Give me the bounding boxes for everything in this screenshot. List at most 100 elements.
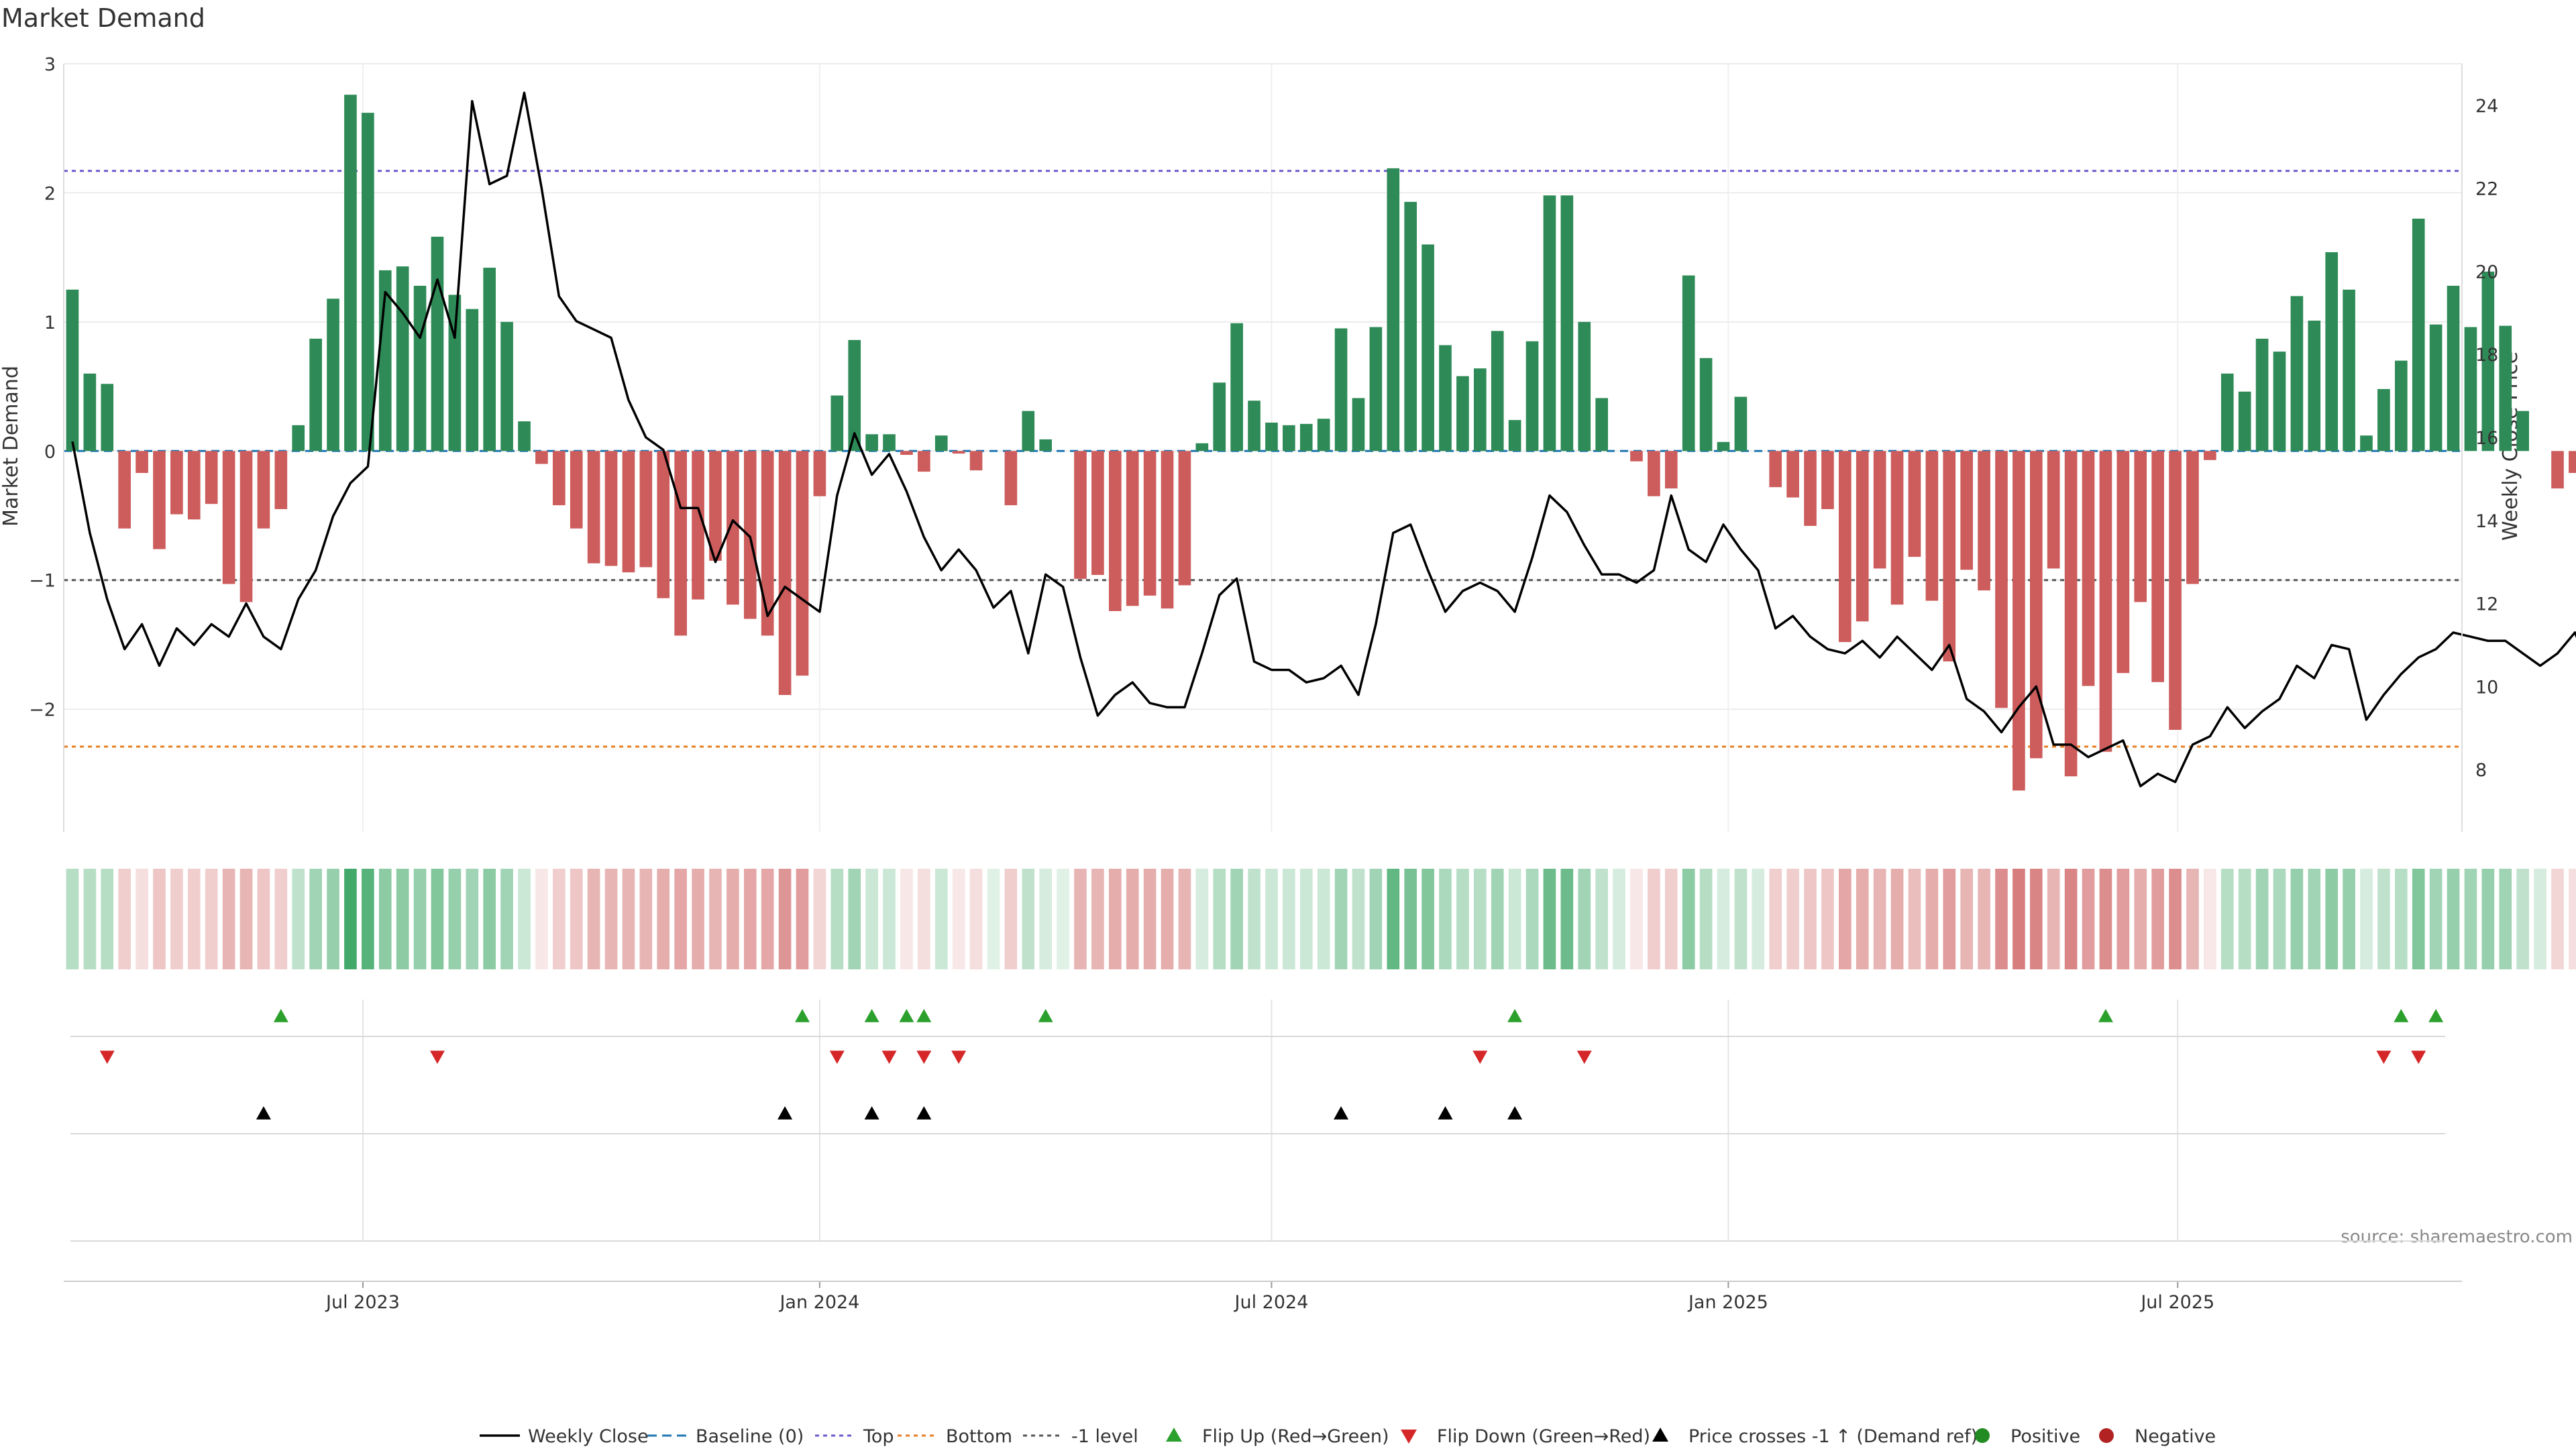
negative-demand-bar <box>2029 451 2043 759</box>
positive-demand-bar <box>1022 411 1035 451</box>
positive-demand-bar <box>1387 168 1400 451</box>
negative-demand-bar <box>2569 451 2576 474</box>
demand-strip-cell <box>2220 869 2234 969</box>
demand-strip-cell <box>1578 869 1591 969</box>
demand-strip-cell <box>622 869 635 969</box>
demand-strip-cell <box>657 869 670 969</box>
flip-down-marker <box>916 1051 932 1064</box>
y2-tick-label: 18 <box>2475 345 2498 366</box>
positive-demand-bar <box>2516 411 2529 451</box>
positive-demand-bar <box>1404 201 1417 451</box>
flip-down-marker <box>1472 1051 1488 1064</box>
demand-strip-cell <box>2255 869 2269 969</box>
demand-strip-cell <box>1925 869 1939 969</box>
positive-demand-bar <box>309 338 322 451</box>
demand-strip-cell <box>1108 869 1122 969</box>
demand-strip-cell <box>743 869 757 969</box>
demand-strip-cell <box>1543 869 1556 969</box>
positive-demand-bar <box>2447 285 2460 451</box>
demand-strip-cell <box>2395 869 2408 969</box>
negative-demand-bar <box>1074 451 1087 579</box>
demand-strip-cell <box>1995 869 2008 969</box>
demand-strip-cell <box>2047 869 2060 969</box>
y-tick-label: 3 <box>44 54 56 75</box>
legend-triangle-down-icon <box>1401 1430 1417 1444</box>
demand-strip-cell <box>222 869 235 969</box>
positive-demand-bar <box>1699 358 1713 451</box>
positive-demand-bar <box>1317 419 1330 451</box>
demand-strip-cell <box>2273 869 2286 969</box>
negative-demand-bar <box>2151 451 2164 682</box>
demand-strip-cell <box>1839 869 1851 969</box>
negative-demand-bar <box>239 451 253 602</box>
negative-demand-bar <box>535 451 548 464</box>
y2-tick-label: 16 <box>2475 428 2498 449</box>
demand-strip-cell <box>1265 869 1278 969</box>
positive-demand-bar <box>1456 376 1469 451</box>
demand-strip-cell <box>2481 869 2495 969</box>
demand-strip-cell <box>2134 869 2147 969</box>
demand-strip-cell <box>1769 869 1782 969</box>
y2-tick-label: 14 <box>2475 511 2498 532</box>
negative-demand-bar <box>552 451 566 506</box>
demand-strip-cell <box>136 869 148 969</box>
demand-strip-cell <box>170 869 183 969</box>
positive-demand-bar <box>344 95 357 451</box>
demand-strip-cell <box>1908 869 1921 969</box>
demand-strip-cell <box>187 869 201 969</box>
flip-up-marker <box>2098 1009 2113 1022</box>
demand-strip-cell <box>1004 869 1018 969</box>
negative-demand-bar <box>1839 451 1851 643</box>
demand-strip-cell <box>83 869 97 969</box>
demand-strip-cell <box>327 869 339 969</box>
legend-dot-icon <box>1975 1428 1990 1443</box>
demand-strip-cell <box>1752 869 1765 969</box>
demand-strip-cell <box>1213 869 1226 969</box>
flip-down-marker <box>429 1051 445 1064</box>
demand-strip-cell <box>1248 869 1260 969</box>
demand-strip-cell <box>396 869 409 969</box>
demand-strip-cell <box>1317 869 1330 969</box>
demand-strip-cell <box>692 869 704 969</box>
demand-strip-cell <box>1283 869 1295 969</box>
demand-strip-cell <box>830 869 844 969</box>
y-axis-label: Market Demand <box>0 366 23 527</box>
positive-demand-bar <box>66 289 79 451</box>
demand-strip-cell <box>535 869 548 969</box>
demand-strip-cell <box>1525 869 1539 969</box>
legend-label: Top <box>863 1426 894 1447</box>
positive-demand-bar <box>1299 423 1313 451</box>
positive-demand-bar <box>1560 195 1574 451</box>
price-cross-marker <box>916 1106 932 1120</box>
y-tick-label: 1 <box>44 313 56 333</box>
negative-demand-bar <box>587 451 600 564</box>
legend-label: Price crosses -1 ↑ (Demand ref) <box>1688 1426 1978 1447</box>
demand-strip-cell <box>239 869 253 969</box>
positive-demand-bar <box>2464 327 2477 451</box>
negative-demand-bar <box>1769 451 1782 488</box>
positive-demand-bar <box>2325 252 2339 451</box>
negative-demand-bar <box>1091 451 1104 576</box>
demand-strip-cell <box>1786 869 1799 969</box>
demand-strip-cell <box>813 869 826 969</box>
price-cross-marker <box>777 1106 793 1120</box>
demand-strip-cell <box>344 869 357 969</box>
negative-demand-bar <box>918 451 930 472</box>
negative-demand-bar <box>1161 451 1174 609</box>
negative-demand-bar <box>2134 451 2147 602</box>
x-tick-label: Jan 2025 <box>1687 1292 1768 1313</box>
positive-demand-bar <box>2238 391 2251 451</box>
positive-demand-bar <box>1734 396 1748 451</box>
negative-demand-bar <box>604 451 618 566</box>
negative-demand-bar <box>2047 451 2060 569</box>
demand-strip-cell <box>2012 869 2025 969</box>
demand-strip-cell <box>1613 869 1625 969</box>
positive-demand-bar <box>1369 327 1383 451</box>
negative-demand-bar <box>1664 451 1678 489</box>
negative-demand-bar <box>1960 451 1974 570</box>
demand-strip-cell <box>1734 869 1748 969</box>
positive-demand-bar <box>1039 439 1053 451</box>
demand-strip-cell <box>1717 869 1730 969</box>
flip-down-marker <box>2411 1051 2426 1064</box>
demand-strip-cell <box>1352 869 1365 969</box>
